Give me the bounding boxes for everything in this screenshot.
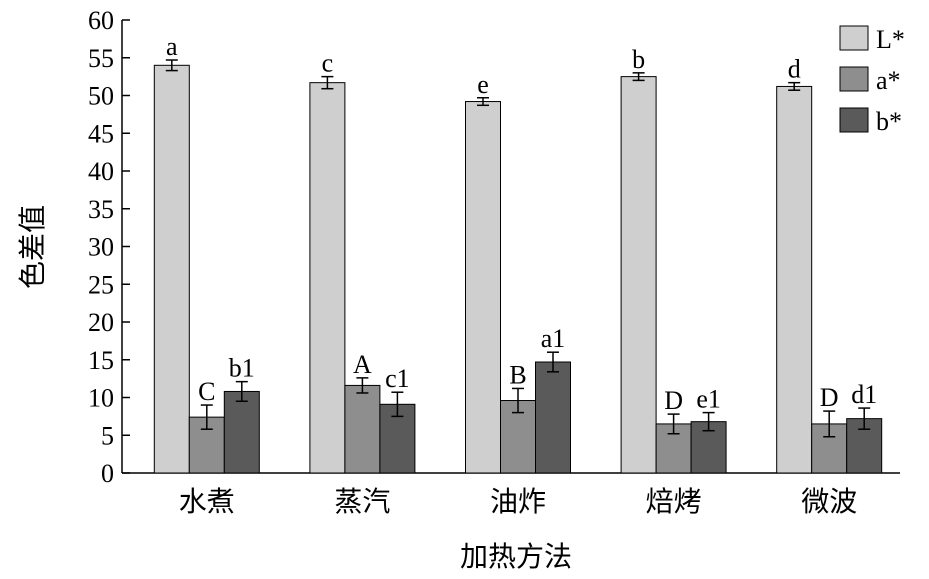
- significance-label: c: [322, 49, 334, 78]
- bar: [344, 384, 381, 474]
- y-tick-label: 25: [88, 270, 114, 299]
- bar: [223, 390, 260, 474]
- bar: [309, 82, 346, 474]
- significance-label: A: [353, 350, 372, 379]
- x-category-label: 微波: [801, 485, 857, 518]
- legend-swatch: [839, 66, 869, 92]
- y-tick-label: 35: [88, 195, 114, 224]
- significance-label: c1: [385, 364, 410, 393]
- bar: [465, 101, 501, 474]
- significance-label: e: [477, 70, 489, 99]
- y-tick-label: 55: [88, 44, 114, 73]
- significance-label: d1: [851, 380, 877, 409]
- legend-label: L*: [876, 25, 905, 54]
- legend: L* a* b*: [839, 25, 905, 136]
- significance-label: b: [632, 45, 645, 74]
- y-tick-label: 40: [88, 157, 114, 186]
- legend-swatch: [839, 107, 869, 133]
- x-category-label: 水煮: [179, 485, 235, 518]
- y-tick-label: 0: [101, 459, 114, 488]
- bar: [776, 85, 813, 474]
- x-axis-title: 加热方法: [460, 540, 572, 573]
- significance-label: D: [820, 383, 839, 412]
- y-tick-label: 5: [101, 421, 114, 450]
- y-axis: 0 5 10 15 20 25 30 35 40 45 50 55 60: [88, 6, 130, 488]
- legend-swatch: [839, 25, 869, 51]
- significance-label: d: [788, 55, 801, 84]
- bar: [535, 361, 571, 474]
- bar: [620, 76, 657, 474]
- y-tick-label: 50: [88, 82, 114, 111]
- y-tick-label: 20: [88, 308, 114, 337]
- y-axis-title: 色差值: [16, 205, 49, 289]
- significance-label: D: [664, 386, 683, 415]
- bar: [153, 64, 190, 474]
- bars: a c e b d C A B D Db1 c1 a1 e1 d1: [153, 32, 883, 474]
- significance-label: b1: [229, 354, 255, 383]
- y-tick-label: 30: [88, 233, 114, 262]
- significance-label: a: [166, 32, 178, 61]
- x-category-label: 蒸汽: [334, 485, 390, 518]
- significance-label: e1: [696, 385, 721, 414]
- significance-label: B: [509, 360, 526, 389]
- legend-label: b*: [876, 107, 902, 136]
- x-category-label: 焙烤: [646, 485, 702, 518]
- legend-label: a*: [876, 66, 901, 95]
- significance-label: a1: [541, 324, 566, 353]
- y-tick-label: 10: [88, 384, 114, 413]
- x-axis: 水煮 蒸汽 油炸 焙烤 微波: [122, 472, 900, 518]
- bar: [500, 400, 536, 474]
- x-category-label: 油炸: [490, 485, 546, 518]
- y-tick-label: 15: [88, 346, 114, 375]
- significance-label: C: [198, 377, 215, 406]
- y-tick-label: 45: [88, 119, 114, 148]
- y-tick-label: 60: [88, 6, 114, 35]
